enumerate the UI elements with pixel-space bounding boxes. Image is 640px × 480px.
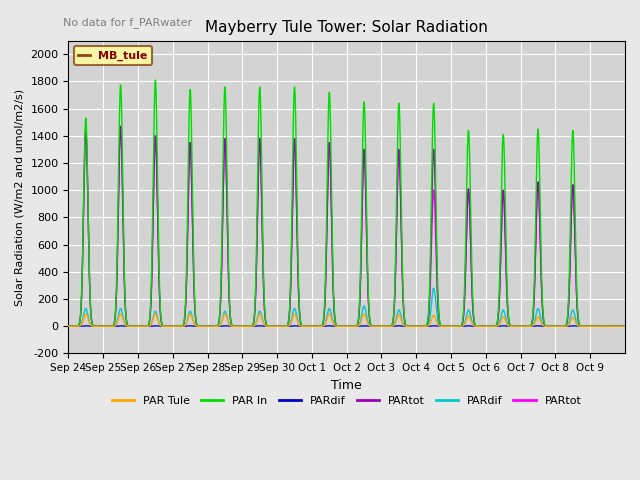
Y-axis label: Solar Radiation (W/m2 and umol/m2/s): Solar Radiation (W/m2 and umol/m2/s): [15, 88, 25, 306]
Legend: PAR Tule, PAR In, PARdif, PARtot, PARdif, PARtot: PAR Tule, PAR In, PARdif, PARtot, PARdif…: [108, 392, 586, 410]
Title: Mayberry Tule Tower: Solar Radiation: Mayberry Tule Tower: Solar Radiation: [205, 20, 488, 36]
X-axis label: Time: Time: [332, 379, 362, 392]
Text: No data for f_PARwater: No data for f_PARwater: [63, 17, 192, 28]
